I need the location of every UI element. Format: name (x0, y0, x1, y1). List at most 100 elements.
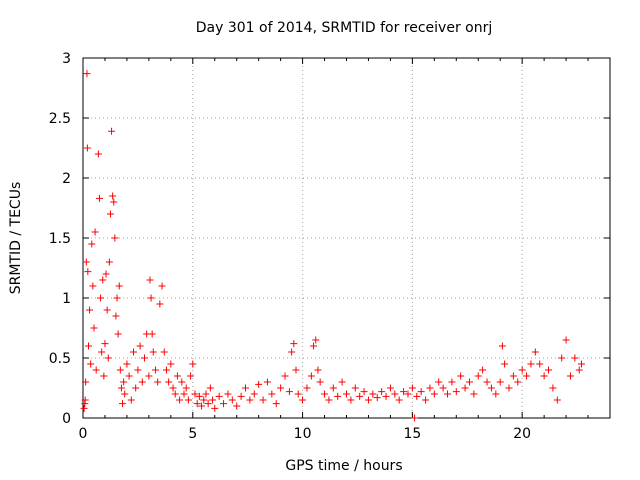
data-point (292, 366, 300, 374)
data-point (250, 390, 258, 398)
data-point (115, 282, 123, 290)
data-point (160, 348, 168, 356)
data-point (575, 366, 583, 374)
data-point (288, 348, 296, 356)
data-point (444, 390, 452, 398)
data-point (98, 348, 106, 356)
data-point (566, 372, 574, 380)
data-point (505, 384, 513, 392)
data-point (422, 396, 430, 404)
data-point (237, 392, 245, 400)
data-point (369, 390, 377, 398)
data-point (378, 388, 386, 396)
data-point (220, 400, 228, 408)
y-tick-label: 2.5 (49, 111, 71, 127)
data-point (198, 402, 206, 410)
data-point (211, 404, 219, 412)
data-point (148, 330, 156, 338)
data-point (553, 396, 561, 404)
y-tick-label: 3 (62, 51, 71, 67)
chart-title: Day 301 of 2014, SRMTID for receiver onr… (196, 20, 493, 36)
data-points (80, 70, 585, 422)
data-point (307, 372, 315, 380)
data-point (84, 268, 92, 276)
data-point (176, 396, 184, 404)
data-point (400, 388, 408, 396)
data-point (95, 194, 103, 202)
data-point (83, 70, 91, 78)
data-point (206, 384, 214, 392)
data-point (487, 384, 495, 392)
data-point (136, 342, 144, 350)
data-point (285, 388, 293, 396)
data-point (109, 192, 117, 200)
data-point (571, 354, 579, 362)
data-point (125, 372, 133, 380)
data-point (452, 388, 460, 396)
data-point (299, 396, 307, 404)
data-point (290, 340, 298, 348)
data-point (100, 372, 108, 380)
x-axis-label: GPS time / hours (285, 458, 402, 474)
x-tick-labels: 0 5 10 15 20 (79, 426, 532, 442)
data-point (474, 372, 482, 380)
data-point (204, 400, 212, 408)
data-point (92, 366, 100, 374)
x-tick-label: 10 (294, 426, 312, 442)
data-point (312, 336, 320, 344)
data-point (101, 340, 109, 348)
data-point (147, 294, 155, 302)
data-point (531, 348, 539, 356)
data-point (426, 384, 434, 392)
data-point (195, 392, 203, 400)
data-point (562, 336, 570, 344)
data-point (417, 388, 425, 396)
data-point (277, 384, 285, 392)
data-point (169, 384, 177, 392)
data-point (202, 390, 210, 398)
grid-lines (83, 58, 610, 418)
data-point (294, 390, 302, 398)
data-point (263, 378, 271, 386)
data-point (501, 360, 509, 368)
data-point (151, 366, 159, 374)
data-point (156, 300, 164, 308)
data-point (97, 294, 105, 302)
data-point (89, 282, 97, 290)
y-tick-label: 1.5 (49, 231, 71, 247)
data-point (193, 400, 201, 408)
data-point (540, 372, 548, 380)
data-point (255, 380, 263, 388)
data-point (382, 392, 390, 400)
data-point (465, 378, 473, 386)
data-point (94, 150, 102, 158)
data-point (132, 384, 140, 392)
data-point (351, 384, 359, 392)
y-tick-label: 2 (62, 171, 71, 187)
data-point (127, 396, 135, 404)
data-point (189, 360, 197, 368)
data-point (391, 390, 399, 398)
data-point (364, 396, 372, 404)
data-point (413, 392, 421, 400)
data-point (145, 372, 153, 380)
data-point (117, 384, 125, 392)
y-tick-label: 0 (62, 411, 71, 427)
data-point (114, 330, 122, 338)
data-point (146, 276, 154, 284)
y-tick-labels: 0 0.5 1 1.5 2 2.5 3 (49, 51, 71, 427)
data-point (200, 396, 208, 404)
data-point (558, 354, 566, 362)
data-point (123, 360, 131, 368)
data-point (140, 354, 148, 362)
x-tick-label: 20 (513, 426, 531, 442)
data-point (411, 414, 419, 422)
data-point (165, 378, 173, 386)
data-point (325, 396, 333, 404)
data-point (90, 324, 98, 332)
data-point (82, 258, 90, 266)
data-point (303, 384, 311, 392)
data-point (84, 342, 92, 350)
data-point (154, 378, 162, 386)
data-point (259, 396, 267, 404)
